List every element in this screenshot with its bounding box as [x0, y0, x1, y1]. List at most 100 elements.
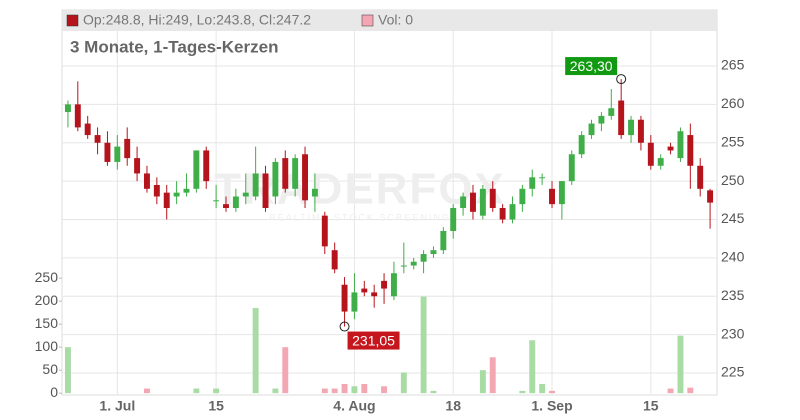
- candle-body: [331, 250, 338, 270]
- candle-body: [509, 204, 516, 220]
- grid: [62, 10, 717, 395]
- candle-body: [450, 207, 457, 232]
- candle-body: [153, 184, 160, 197]
- candle-body: [420, 254, 427, 262]
- candle-body: [578, 135, 585, 155]
- annotation-marker: [339, 321, 350, 332]
- candle-body: [470, 192, 476, 212]
- candle-body: [628, 119, 635, 136]
- watermark: TRADERFOX: [214, 165, 506, 214]
- y2-tick-label: 100: [35, 338, 59, 354]
- y-tick-label: 225: [721, 364, 745, 380]
- candle-body: [529, 177, 536, 189]
- x-tick-label: 1. Sep: [531, 398, 572, 414]
- candle-body: [647, 142, 654, 166]
- annotation-layer: 263,30 231,05: [339, 57, 627, 350]
- candle-body: [84, 123, 91, 136]
- candle-body: [223, 204, 229, 208]
- candle-body: [262, 173, 269, 208]
- candle-body: [381, 280, 388, 289]
- volume-bar: [351, 386, 358, 394]
- candle-body: [489, 188, 496, 208]
- volume-bar: [687, 387, 694, 394]
- candle-body: [549, 188, 555, 205]
- y-tick-label: 260: [721, 95, 745, 111]
- candle-body: [697, 165, 704, 189]
- candle-body: [598, 115, 605, 124]
- x-tick-label: 1. Jul: [99, 398, 135, 414]
- header-swatch: [66, 14, 79, 27]
- volume-bar: [252, 308, 259, 394]
- candle-body: [410, 261, 417, 266]
- volume-bar: [519, 390, 526, 394]
- header-ohlc: Op:248.8, Hi:249, Lo:243.8, Cl:247.2: [83, 12, 311, 28]
- candle-body: [143, 173, 150, 189]
- candle-body: [272, 161, 279, 197]
- candle-body: [252, 173, 259, 197]
- volume-bar: [193, 388, 200, 394]
- candle-body: [519, 188, 526, 205]
- volume-bar: [400, 372, 407, 394]
- candle-body: [311, 188, 318, 197]
- volume-layer: [64, 296, 694, 394]
- annotation-box: [565, 57, 618, 76]
- annotation-label: 263,30: [570, 58, 613, 74]
- candle-body: [282, 158, 289, 189]
- watermark-group: TRADERFOX REALTIME STOCK SCREENING: [214, 165, 506, 223]
- candle-body: [637, 119, 644, 143]
- candle-body: [618, 100, 625, 136]
- candle-body: [74, 104, 81, 128]
- candle-body: [351, 292, 358, 312]
- candle-body: [430, 250, 437, 255]
- volume-bar: [213, 388, 220, 394]
- volume-bar: [321, 388, 328, 394]
- annotation-marker: [616, 74, 627, 85]
- watermark-sub: REALTIME STOCK SCREENING: [269, 212, 451, 222]
- volume-bar: [489, 357, 496, 394]
- volume-bar: [361, 383, 368, 394]
- candle-body: [588, 123, 595, 136]
- candle-body: [390, 273, 397, 297]
- candle-body: [499, 207, 506, 220]
- x-tick-label: 4. Aug: [333, 398, 375, 414]
- candle-body: [361, 288, 368, 293]
- volume-bar: [143, 388, 150, 394]
- candle-body: [134, 158, 141, 174]
- candle-body: [321, 215, 328, 247]
- volume-swatch: [361, 14, 374, 27]
- y-tick-label: 230: [721, 325, 745, 341]
- candle-body: [479, 188, 486, 216]
- candle-body: [232, 196, 239, 208]
- x-tick-label: 15: [643, 398, 659, 414]
- y-tick-label: 265: [721, 57, 745, 73]
- candle-body: [677, 131, 684, 159]
- candle-body: [568, 154, 575, 182]
- volume-bar: [677, 335, 684, 394]
- candle-body: [193, 150, 200, 189]
- candle-body: [440, 231, 447, 251]
- volume-bar: [479, 370, 486, 394]
- candle-body: [242, 192, 249, 197]
- candle-body: [292, 158, 299, 189]
- y-tick-label: 255: [721, 133, 745, 149]
- candle-body: [213, 200, 220, 202]
- candle-layer: [64, 79, 714, 327]
- candle-body: [400, 265, 407, 267]
- volume-bar: [341, 383, 348, 394]
- candle-body: [558, 181, 565, 205]
- y2-tick-label: 0: [50, 384, 58, 400]
- candle-body: [460, 196, 467, 208]
- volume-bar: [331, 388, 338, 394]
- candle-body: [114, 146, 121, 162]
- candle-body: [302, 154, 308, 201]
- y-tick-label: 240: [721, 249, 745, 265]
- volume-bar: [549, 390, 555, 394]
- volume-bar: [272, 388, 279, 394]
- candle-body: [94, 135, 101, 143]
- candle-body: [608, 108, 615, 116]
- candle-body: [687, 135, 694, 166]
- candle-body: [341, 284, 348, 312]
- candle-body: [371, 292, 378, 297]
- candle-body: [539, 177, 546, 179]
